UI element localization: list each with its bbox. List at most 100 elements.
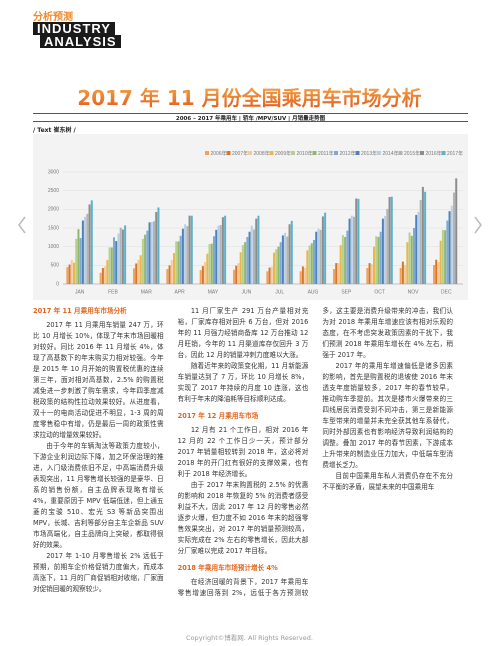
x-tick-label: SEP: [341, 289, 352, 295]
bar: [190, 215, 193, 284]
bar: [119, 227, 122, 284]
bar: [306, 250, 309, 284]
bar: [355, 198, 358, 284]
bar: [386, 208, 389, 284]
bar: [221, 217, 224, 284]
bar: [246, 236, 249, 284]
next-arrow[interactable]: [472, 215, 484, 235]
paragraph: 随着近年来的政策变化期，11 月新能源车销量达到了 7 万，环比 10 月增长 …: [177, 362, 309, 403]
article: 2017 年 11 月乘用车市场分析 2017 年 11 月乘用车销量 247 万…: [33, 306, 453, 606]
bar: [268, 267, 271, 284]
legend-label: 2007年: [232, 150, 248, 157]
y-tick-label: 3000: [48, 169, 59, 175]
bar: [317, 228, 320, 284]
bar: [324, 212, 327, 284]
bar: [255, 218, 258, 284]
section-label: 分析预测: [33, 12, 73, 23]
bar: [146, 230, 149, 284]
paragraph: 目前中国乘用车私人消费仍存在不充分不平衡的矛盾，展望未来的中国乘用车: [322, 472, 453, 491]
bar: [446, 220, 449, 284]
paragraph: 2017 年的乘用车增速偏低是诸多因素的影响，首先是购置税的退坡使 2016 年…: [322, 362, 453, 469]
bar: [248, 231, 251, 284]
bar: [270, 266, 273, 284]
title: 2017 年 11 月份全国乘用车市场分析: [0, 82, 499, 111]
bar: [133, 268, 135, 284]
bar: [201, 266, 204, 284]
bar: [241, 245, 244, 284]
bar: [253, 229, 255, 284]
bar: [366, 267, 369, 284]
bar: [208, 244, 211, 284]
bar: [419, 200, 422, 284]
bar: [284, 232, 287, 284]
bar: [155, 211, 158, 284]
chart-title: 2006 – 2017 年乘用车 | 轿车 /MPV/SUV | 月销量走势图: [175, 116, 326, 122]
bar: [210, 243, 213, 284]
bar: [370, 264, 373, 284]
bar: [153, 221, 155, 284]
bar: [70, 260, 73, 284]
bar: [181, 228, 184, 284]
bar: [99, 272, 102, 284]
y-tick-label: 1500: [48, 225, 59, 231]
bar: [453, 192, 455, 284]
bar: [275, 249, 278, 284]
legend-swatch: [398, 151, 403, 155]
bar: [290, 220, 293, 284]
bar: [337, 263, 340, 284]
bar: [139, 255, 142, 284]
bar: [281, 235, 284, 284]
rule: [33, 121, 468, 122]
bar: [450, 205, 453, 284]
bar: [233, 269, 235, 284]
bar: [66, 267, 69, 284]
bar: [273, 252, 275, 284]
footer: Copyright©博看网. All Rights Reserved.: [186, 634, 313, 642]
bar: [75, 238, 78, 284]
bar: [377, 236, 380, 284]
chart: 0 500 1000 1500 2000 2500 3000 2006年 2007年 2008年 2…: [33, 134, 468, 300]
bar: [175, 241, 178, 284]
bar: [439, 240, 442, 284]
x-tick-label: FEB: [108, 289, 118, 295]
bar: [379, 231, 382, 284]
bar: [137, 259, 140, 284]
prev-arrow[interactable]: [16, 215, 28, 235]
bar: [417, 211, 420, 284]
bar: [250, 225, 253, 284]
bar: [288, 224, 291, 284]
y-tick-label: 0: [56, 281, 59, 287]
paragraph: 2017 年 1-10 月零售增长 2% 远低于预期，前期车企价格促销力度偏大，…: [33, 552, 164, 593]
bar: [206, 253, 209, 284]
bar: [304, 267, 307, 284]
bar: [444, 230, 447, 284]
bar: [224, 215, 227, 284]
bar: [441, 229, 444, 284]
x-tick-label: NOV: [408, 289, 420, 295]
y-tick-label: 500: [51, 263, 60, 269]
bar: [408, 232, 411, 284]
bar: [381, 218, 384, 284]
bar: [77, 229, 80, 284]
bar: [319, 229, 322, 284]
paragraph: 11 月厂家生产 291 万台产量相对充裕，厂家库存相对回升 6 万台，但对 2…: [177, 307, 309, 359]
bar: [106, 260, 109, 284]
bar: [150, 222, 153, 284]
bar: [310, 243, 313, 284]
legend-swatch: [248, 151, 252, 155]
bar: [179, 235, 182, 284]
bar: [257, 215, 260, 284]
bar: [390, 196, 393, 284]
legend-swatch: [355, 151, 360, 155]
x-tick-label: DEC: [441, 289, 452, 295]
label-line: ANALYSIS: [40, 35, 121, 48]
bar: [79, 238, 82, 284]
bar: [213, 236, 215, 284]
bar: [184, 224, 187, 284]
x-tick-label: MAY: [208, 289, 219, 295]
bar: [333, 269, 335, 284]
bar: [413, 228, 415, 284]
bar: [217, 225, 220, 284]
bar: [81, 220, 84, 284]
bar: [455, 178, 458, 284]
